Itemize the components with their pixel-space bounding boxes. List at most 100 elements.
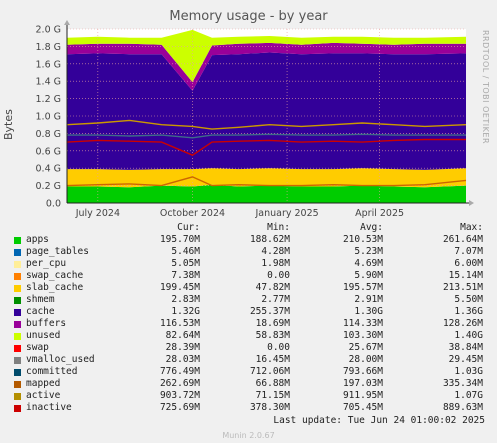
legend-avg-value: 28.00M [348, 354, 383, 365]
legend-name: swap_cache [26, 270, 84, 281]
legend-cur-value: 776.49M [159, 366, 200, 377]
legend-max-value: 1.03G [454, 366, 483, 377]
legend-swatch [14, 321, 21, 328]
legend-max-value: 1.40G [454, 330, 483, 341]
legend-avg-value: 1.30G [354, 306, 383, 317]
legend-cur-value: 199.45M [159, 282, 200, 293]
legend-max-value: 5.50M [454, 294, 483, 305]
grid-lines [67, 28, 466, 204]
legend-swatch [14, 405, 21, 412]
x-tick-label: April 2025 [355, 208, 404, 219]
legend-cur-value: 28.39M [165, 342, 200, 353]
legend-avg-value: 2.91M [354, 294, 383, 305]
legend-name: shmem [26, 294, 55, 305]
legend-min-value: 58.83M [255, 330, 290, 341]
legend-min-value: 188.62M [249, 234, 290, 245]
legend-cur-value: 28.03M [165, 354, 200, 365]
legend-min-value: 4.28M [261, 246, 290, 257]
legend-name: cache [26, 306, 55, 317]
legend-cur-value: 5.05M [171, 258, 200, 269]
legend-row: committed 776.49M 712.06M 793.66M 1.03G [0, 366, 497, 378]
legend-swatch [14, 273, 21, 280]
legend-swatch [14, 393, 21, 400]
legend-name: slab_cache [26, 282, 84, 293]
legend-min-value: 0.00 [267, 270, 290, 281]
legend-avg-value: 25.67M [348, 342, 383, 353]
legend-max-value: 889.63M [442, 402, 483, 413]
legend-swatch [14, 237, 21, 244]
line-committed [67, 133, 466, 139]
legend-name: committed [26, 366, 78, 377]
legend-row: mapped 262.69M 66.88M 197.03M 335.34M [0, 378, 497, 390]
legend-name: buffers [26, 318, 67, 329]
legend-max-value: 7.07M [454, 246, 483, 257]
line-inactive [66, 138, 466, 156]
legend-swatch [14, 309, 21, 316]
legend-row: vmalloc_used 28.03M 16.45M 28.00M 29.45M [0, 354, 497, 366]
legend-name: active [26, 390, 61, 401]
legend-min-value: 18.69M [255, 318, 290, 329]
legend-swatch [14, 261, 21, 268]
legend-row: inactive 725.69M 378.30M 705.45M 889.63M [0, 402, 497, 414]
legend-max-value: 29.45M [448, 354, 483, 365]
stacked-areas [67, 29, 466, 203]
y-tick-label: 1.6 G [36, 59, 62, 70]
legend-avg-value: 195.57M [342, 282, 383, 293]
legend-row: active 903.72M 71.15M 911.95M 1.07G [0, 390, 497, 402]
series-lines [66, 119, 467, 187]
legend-swatch [14, 285, 21, 292]
footer: Munin 2.0.67 [222, 431, 275, 440]
legend-swatch [14, 369, 21, 376]
legend-cur-value: 725.69M [159, 402, 200, 413]
legend-max-value: 6.00M [454, 258, 483, 269]
legend-row: unused 82.64M 58.83M 103.30M 1.40G [0, 330, 497, 342]
memory-chart: 0.0 0.2 G 0.4 G 0.6 G 0.8 G 1.0 G 1.2 G 1.4 G 1.… [36, 20, 474, 219]
x-tick-label: July 2024 [75, 208, 120, 219]
legend-min-value: 47.82M [255, 282, 290, 293]
cur-header: Cur: [177, 222, 200, 233]
legend-name: page_tables [26, 246, 89, 257]
legend-cur-value: 903.72M [159, 390, 200, 401]
legend-avg-value: 103.30M [342, 330, 383, 341]
x-tick-label: October 2024 [160, 208, 225, 219]
y-tick-label: 0.4 G [36, 164, 62, 175]
legend-cur-value: 195.70M [159, 234, 200, 245]
legend-cur-value: 2.83M [171, 294, 200, 305]
y-tick-label: 1.0 G [36, 112, 62, 123]
legend-min-value: 2.77M [261, 294, 290, 305]
y-tick-label: 1.4 G [36, 77, 62, 88]
area-unused [67, 29, 466, 83]
line-mapped [66, 176, 467, 187]
legend-swatch [14, 345, 21, 352]
legend-name: apps [26, 234, 49, 245]
legend-avg-value: 197.03M [342, 378, 383, 389]
line-active [66, 119, 467, 130]
legend-avg-value: 705.45M [342, 402, 383, 413]
legend-cur-value: 1.32G [171, 306, 200, 317]
y-tick-label: 0.2 G [36, 181, 62, 192]
y-tick-label: 0.0 [46, 199, 61, 210]
legend-min-value: 378.30M [249, 402, 290, 413]
area-buffers [67, 42, 466, 91]
y-tick-label: 0.8 G [36, 129, 62, 140]
legend-avg-value: 210.53M [342, 234, 383, 245]
legend-cur-value: 5.46M [171, 246, 200, 257]
legend-max-value: 335.34M [442, 378, 483, 389]
legend-max-value: 1.07G [454, 390, 483, 401]
legend-name: unused [26, 330, 61, 341]
legend-name: vmalloc_used [26, 354, 95, 365]
legend-max-value: 261.64M [442, 234, 483, 245]
legend-max-value: 1.36G [454, 306, 483, 317]
legend-min-value: 255.37M [249, 306, 290, 317]
legend-row: swap_cache 7.38M 0.00 5.90M 15.14M [0, 270, 497, 282]
y-tick-label: 2.0 G [36, 25, 62, 36]
legend-avg-value: 5.90M [354, 270, 383, 281]
y-tick-label: 0.6 G [36, 146, 62, 157]
legend-max-value: 38.84M [448, 342, 483, 353]
last-update: Last update: Tue Jun 24 01:00:02 2025 [273, 415, 485, 426]
legend-max-value: 213.51M [442, 282, 483, 293]
max-header: Max: [460, 222, 483, 233]
legend-swatch [14, 381, 21, 388]
y-tick-label: 1.2 G [36, 94, 62, 105]
legend-min-value: 712.06M [249, 366, 290, 377]
